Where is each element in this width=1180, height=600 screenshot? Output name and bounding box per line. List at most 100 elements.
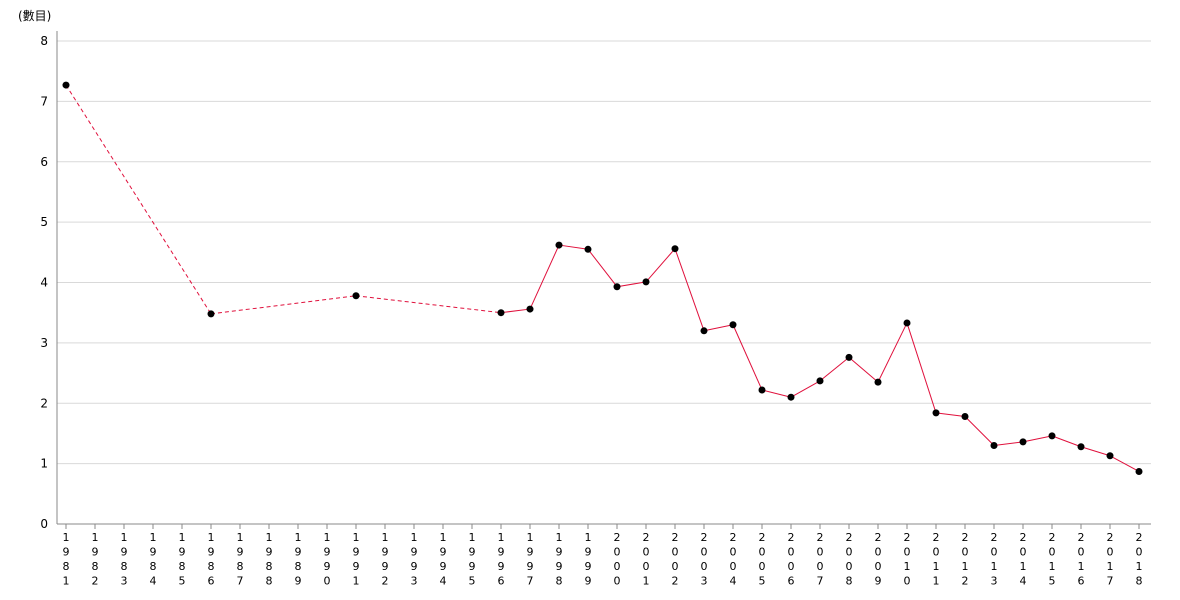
data-series-line — [65, 84, 1140, 472]
data-point — [816, 377, 824, 385]
series-segment — [848, 356, 879, 383]
data-point — [903, 319, 911, 327]
series-segment — [877, 322, 908, 383]
data-point — [671, 245, 679, 253]
y-tick-labels: 0 1 2 3 4 5 6 7 8 — [40, 34, 48, 531]
series-segment — [558, 244, 589, 250]
series-segment — [1051, 435, 1082, 448]
data-point — [845, 353, 853, 361]
series-segment — [1109, 455, 1140, 472]
series-segment — [65, 84, 212, 315]
y-tick-label: 3 — [40, 336, 48, 350]
data-point — [497, 309, 505, 317]
y-axis-unit-label: (數目) — [18, 9, 51, 23]
series-segment — [500, 308, 531, 314]
y-tick-label: 1 — [40, 457, 48, 471]
series-segment — [819, 356, 850, 382]
series-segment — [935, 412, 966, 418]
series-segment — [1022, 435, 1053, 443]
axes — [56, 31, 1151, 525]
data-point — [1135, 467, 1143, 475]
data-point — [990, 442, 998, 450]
data-point — [787, 393, 795, 401]
series-segment — [761, 389, 792, 398]
series-segment — [993, 441, 1024, 447]
data-point — [526, 305, 534, 313]
data-point — [555, 241, 563, 249]
x-tick-labels: 1 9 8 1 1 9 8 2 1 9 8 3 1 9 8 4 1 9 8 5 1 9 8 6 1 9 8 7 1 9 8 8 1 9 8 9 1 9 9 0… — [63, 524, 1143, 588]
data-point — [642, 278, 650, 286]
series-segment — [587, 248, 618, 288]
series-segment — [674, 248, 705, 331]
series-segment — [645, 248, 676, 283]
y-tick-label: 0 — [40, 517, 48, 531]
y-tick-label: 7 — [40, 94, 48, 108]
data-point — [207, 310, 215, 318]
data-point — [1106, 452, 1114, 460]
y-tick-label: 2 — [40, 396, 48, 410]
series-segment — [210, 295, 357, 315]
data-point — [1077, 443, 1085, 451]
data-point — [584, 245, 592, 253]
data-point — [874, 378, 882, 386]
data-point — [1048, 432, 1056, 440]
series-segment — [355, 295, 502, 314]
data-point — [352, 292, 360, 300]
series-segment — [790, 380, 821, 398]
y-tick-label: 4 — [40, 276, 48, 290]
data-point — [62, 81, 70, 89]
data-point — [700, 327, 708, 335]
data-point — [613, 283, 621, 291]
series-segment — [529, 244, 560, 310]
series-segment — [616, 281, 647, 288]
data-point — [758, 386, 766, 394]
data-point — [729, 321, 737, 329]
data-point — [932, 409, 940, 417]
data-point — [1019, 438, 1027, 446]
data-points — [62, 81, 1143, 475]
series-segment — [964, 416, 995, 446]
gridlines — [57, 40, 1151, 465]
data-point — [961, 413, 969, 421]
series-segment — [1080, 446, 1111, 457]
y-tick-label: 8 — [40, 34, 48, 48]
series-segment — [906, 322, 937, 414]
